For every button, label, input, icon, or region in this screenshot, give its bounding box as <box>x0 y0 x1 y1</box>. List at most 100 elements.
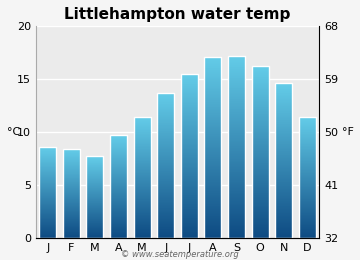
Bar <box>110 148 127 149</box>
Bar <box>181 175 198 176</box>
Bar <box>275 224 292 225</box>
Bar <box>86 212 103 213</box>
Bar <box>275 104 292 105</box>
Bar <box>157 175 174 176</box>
Bar <box>110 228 127 229</box>
Bar <box>252 162 269 163</box>
Bar <box>39 209 56 210</box>
Bar <box>181 223 198 224</box>
Bar <box>228 216 245 217</box>
Bar <box>204 129 221 130</box>
Bar <box>86 233 103 234</box>
Bar <box>134 209 150 210</box>
Bar <box>275 229 292 230</box>
Bar <box>204 151 221 152</box>
Bar <box>181 206 198 207</box>
Bar <box>275 105 292 106</box>
Bar <box>228 218 245 219</box>
Bar <box>86 215 103 216</box>
Bar <box>228 70 245 71</box>
Bar <box>157 133 174 134</box>
Bar <box>110 164 127 165</box>
Bar <box>275 176 292 177</box>
Bar <box>204 127 221 128</box>
Bar <box>134 224 150 225</box>
Bar <box>39 198 56 199</box>
Bar <box>63 180 80 181</box>
Bar <box>63 184 80 185</box>
Bar <box>39 174 56 175</box>
Bar <box>39 207 56 208</box>
Bar <box>110 207 127 208</box>
Bar <box>228 108 245 109</box>
Bar <box>134 126 150 127</box>
Bar <box>204 145 221 146</box>
Bar <box>181 74 198 75</box>
Bar <box>63 192 80 193</box>
Bar <box>252 87 269 88</box>
Bar <box>157 102 174 103</box>
Bar <box>204 180 221 181</box>
Bar <box>228 58 245 59</box>
Bar <box>134 215 150 216</box>
Bar <box>228 192 245 193</box>
Bar <box>110 185 127 186</box>
Bar <box>39 236 56 237</box>
Bar <box>204 160 221 161</box>
Bar <box>228 151 245 152</box>
Bar <box>204 147 221 148</box>
Bar <box>157 185 174 186</box>
Bar <box>86 182 103 183</box>
Bar <box>252 211 269 212</box>
Bar <box>157 109 174 110</box>
Bar <box>63 155 80 156</box>
Bar <box>157 144 174 145</box>
Bar <box>181 96 198 97</box>
Bar <box>63 216 80 217</box>
Bar <box>228 126 245 127</box>
Bar <box>252 186 269 187</box>
Bar <box>181 189 198 190</box>
Bar <box>204 69 221 70</box>
Bar <box>157 192 174 193</box>
Bar <box>134 140 150 141</box>
Bar <box>228 60 245 61</box>
Bar <box>299 186 316 187</box>
Bar <box>252 106 269 107</box>
Bar <box>299 125 316 126</box>
Bar <box>252 229 269 230</box>
Bar <box>252 214 269 215</box>
Bar <box>181 95 198 96</box>
Bar <box>134 196 150 197</box>
Bar <box>134 180 150 181</box>
Bar <box>228 148 245 149</box>
Bar <box>228 204 245 205</box>
Bar <box>157 112 174 113</box>
Bar <box>181 160 198 161</box>
Bar <box>39 190 56 191</box>
Bar <box>157 159 174 160</box>
Bar <box>252 178 269 179</box>
Bar <box>157 180 174 181</box>
Bar <box>228 165 245 166</box>
Bar <box>228 196 245 197</box>
Bar <box>181 168 198 169</box>
Bar <box>134 117 150 238</box>
Bar <box>181 153 198 154</box>
Bar <box>204 99 221 100</box>
Bar <box>299 220 316 221</box>
Bar <box>228 226 245 227</box>
Bar <box>252 156 269 157</box>
Bar <box>252 217 269 218</box>
Bar <box>63 202 80 203</box>
Bar <box>204 214 221 216</box>
Bar <box>110 175 127 176</box>
Bar <box>86 218 103 219</box>
Bar <box>181 155 198 156</box>
Bar <box>110 212 127 213</box>
Bar <box>134 164 150 165</box>
Bar <box>134 175 150 176</box>
Bar <box>181 171 198 172</box>
Bar <box>181 180 198 181</box>
Bar <box>181 152 198 153</box>
